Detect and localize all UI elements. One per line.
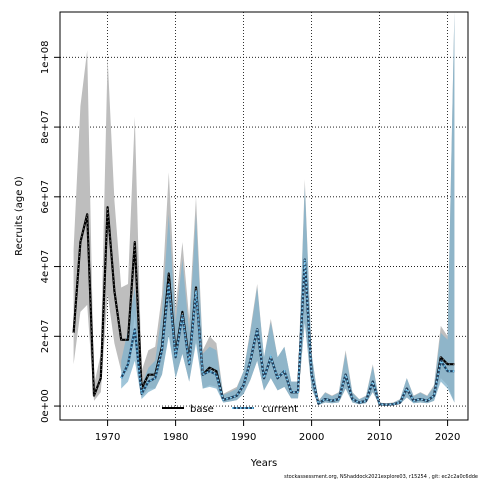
legend: base current [162, 404, 298, 415]
y-tick-label: 4e+07 [40, 250, 51, 284]
y-tick-label: 8e+07 [40, 110, 51, 144]
legend-base-label: base [190, 404, 214, 415]
y-tick-label: 6e+07 [40, 180, 51, 214]
x-tick-label: 1990 [231, 432, 256, 443]
x-tick-label: 2000 [299, 432, 324, 443]
plot-frame [59, 11, 469, 421]
series-lines [72, 206, 455, 406]
confidence-bands [73, 12, 455, 406]
x-axis-label: Years [250, 458, 277, 469]
base-series-dots [73, 207, 455, 406]
y-axis: 0e+00 2e+07 4e+07 6e+07 8e+07 1e+08 [40, 41, 60, 423]
y-tick-label: 0e+00 [40, 389, 51, 423]
footer-attribution: stockassessment.org, NShaddock2021explor… [284, 474, 478, 480]
y-axis-label: Recruits (age 0) [14, 176, 25, 256]
x-tick-label: 2010 [367, 432, 392, 443]
x-tick-label: 1980 [163, 432, 188, 443]
current-series-dots [120, 259, 455, 406]
x-tick-label: 2020 [435, 432, 460, 443]
y-tick-label: 1e+08 [40, 41, 51, 75]
y-tick-label: 2e+07 [40, 319, 51, 353]
x-tick-label: 1970 [95, 432, 120, 443]
legend-current-label: current [262, 404, 298, 415]
current-confidence-band [121, 12, 455, 406]
x-axis: 1970 1980 1990 2000 2010 2020 [95, 420, 460, 443]
